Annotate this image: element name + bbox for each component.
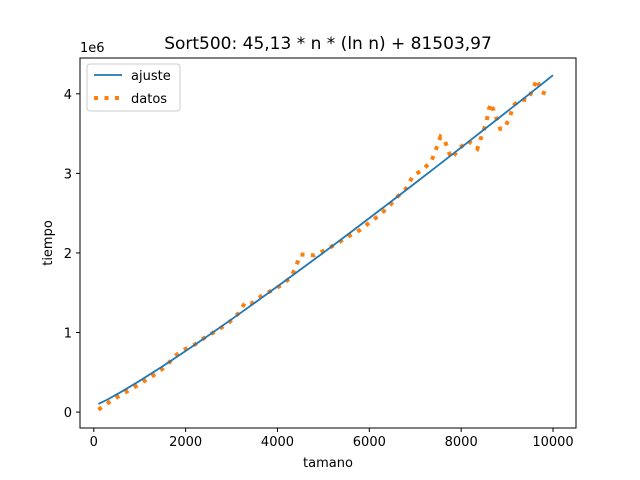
y-offset-label: 1e6 <box>80 41 105 56</box>
legend-ajuste-label: ajuste <box>131 69 171 84</box>
x-tick-label: 8000 <box>445 435 478 450</box>
series-layer <box>97 74 554 412</box>
y-tick-label: 1 <box>64 327 72 342</box>
legend-datos-label: datos <box>131 92 167 107</box>
y-tick-label: 2 <box>64 247 72 262</box>
y-tick-label: 0 <box>64 406 72 421</box>
x-tick-label: 6000 <box>353 435 386 450</box>
y-tick-label: 3 <box>64 167 72 182</box>
x-tick-label: 4000 <box>261 435 294 450</box>
y-axis: 0 1 2 3 4 <box>64 88 80 421</box>
x-tick-label: 0 <box>90 435 98 450</box>
x-axis: 0 2000 4000 6000 8000 10000 <box>90 428 574 450</box>
x-axis-label: tamano <box>303 456 353 471</box>
x-tick-label: 2000 <box>169 435 202 450</box>
y-tick-label: 4 <box>64 88 72 103</box>
axes-frame <box>79 57 577 429</box>
plot-area <box>97 74 554 412</box>
chart-title: Sort500: 45,13 * n * (ln n) + 81503,97 <box>164 34 492 54</box>
series-ajuste-line <box>98 74 554 405</box>
legend: ajuste datos <box>86 63 181 112</box>
y-axis-label: tiempo <box>41 220 56 266</box>
x-tick-label: 10000 <box>532 435 573 450</box>
